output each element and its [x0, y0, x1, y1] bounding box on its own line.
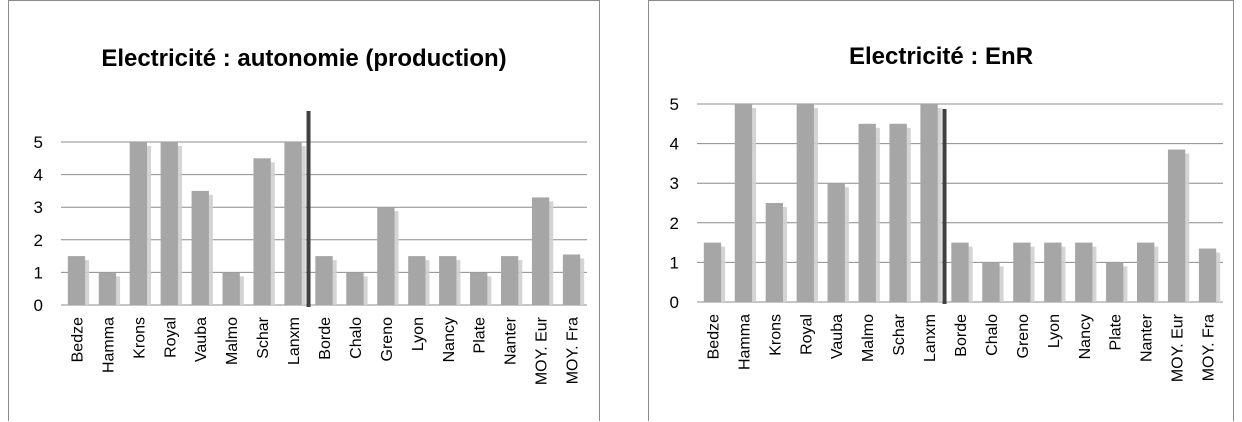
bar	[1167, 149, 1186, 302]
x-tick-label: Schar	[255, 316, 272, 358]
x-tick-label: Lyon	[410, 317, 427, 351]
y-tick-label: 2	[34, 231, 43, 250]
bar	[531, 197, 550, 305]
x-tick-label: Bedze	[69, 317, 86, 362]
bar	[315, 256, 333, 305]
x-tick-label: Plate	[1108, 314, 1125, 351]
bar	[796, 104, 814, 302]
x-tick-label: Krons	[767, 314, 784, 356]
x-tick-label: Chalo	[984, 314, 1001, 356]
bar	[858, 123, 876, 302]
y-tick-label: 4	[670, 135, 679, 154]
x-tick-label: Vauba	[193, 317, 210, 362]
x-tick-label: MOY. Eur	[534, 316, 551, 385]
x-tick-label: Greno	[1015, 314, 1032, 359]
bar	[734, 104, 753, 302]
bar	[500, 256, 519, 305]
bar	[920, 104, 938, 302]
bar	[253, 158, 271, 305]
bar	[889, 123, 907, 302]
y-tick-label: 5	[34, 133, 43, 152]
y-tick-label: 4	[34, 166, 43, 185]
bar	[827, 183, 845, 302]
bar	[562, 254, 581, 305]
chart-panel-enr: Electricité : EnR 0 1 2 3 4 5 Bedze Hamma Krons R…	[648, 0, 1234, 421]
bar	[951, 242, 969, 302]
x-tick-label: MOY. Eur	[1170, 313, 1187, 382]
bar	[1198, 248, 1217, 302]
x-tick-label: Royal	[162, 317, 179, 358]
x-tick-label: Hamma	[100, 317, 117, 373]
chart-plot: 0 1 2 3 4 5 Bedze Hamma Krons Royal Vauba Malmo Scha…	[670, 95, 1223, 382]
bar	[982, 262, 1000, 302]
chart-title: Electricité : EnR	[848, 43, 1034, 70]
chart-panel-autonomie: Electricité : autonomie (production) 0 1 2…	[8, 0, 600, 421]
x-tick-label: Lyon	[1046, 314, 1063, 348]
y-tick-label: 5	[670, 95, 679, 114]
bar	[377, 207, 395, 305]
x-tick-label: Lanxm	[286, 317, 303, 365]
x-tick-label: Chalo	[348, 317, 365, 359]
bar	[408, 256, 426, 305]
chart-title: Electricité : autonomie (production)	[101, 45, 507, 72]
bar	[703, 242, 722, 302]
x-tick-label: Hamma	[736, 314, 753, 370]
bar	[160, 142, 178, 305]
y-tick-label: 3	[34, 198, 43, 217]
x-tick-label: MOY. Fra	[1201, 314, 1218, 381]
y-tick-label: 2	[670, 214, 679, 233]
y-tick-label: 1	[34, 263, 43, 282]
bar	[765, 203, 784, 302]
x-tick-label: Nancy	[441, 317, 458, 362]
bar	[67, 256, 86, 305]
bar	[98, 272, 117, 305]
x-tick-label: Malmo	[224, 317, 241, 365]
x-tick-label: Krons	[131, 317, 148, 359]
y-tick-label: 0	[34, 296, 43, 315]
x-tick-label: MOY. Fra	[565, 317, 582, 384]
bar	[470, 272, 488, 305]
x-tick-label: Greno	[379, 317, 396, 362]
x-tick-label: Nanter	[503, 316, 520, 365]
x-tick-label: Bedze	[705, 314, 722, 359]
x-tick-label: Plate	[472, 317, 489, 354]
x-tick-label: Nanter	[1139, 313, 1156, 362]
x-tick-label: Borde	[317, 317, 334, 360]
bar	[1106, 262, 1124, 302]
y-tick-label: 0	[670, 293, 679, 312]
bar	[191, 190, 209, 305]
bar	[222, 272, 240, 305]
bar	[346, 272, 364, 305]
bar	[1075, 242, 1093, 302]
bar	[1136, 242, 1155, 302]
bar	[284, 142, 302, 305]
y-tick-label: 3	[670, 174, 679, 193]
bar	[1044, 242, 1062, 302]
x-tick-label: Schar	[891, 313, 908, 355]
bar	[1013, 242, 1031, 302]
x-tick-label: Malmo	[860, 314, 877, 362]
x-tick-label: Vauba	[829, 314, 846, 359]
x-tick-label: Royal	[798, 314, 815, 355]
bar	[129, 142, 148, 305]
chart-plot: 0 1 2 3 4 5 Bedze Hamma Krons Royal Vauba Malmo Scha…	[34, 111, 587, 385]
x-tick-label: Nancy	[1077, 314, 1094, 359]
bar	[439, 256, 457, 305]
x-tick-label: Lanxm	[922, 314, 939, 362]
x-tick-label: Borde	[953, 314, 970, 357]
y-tick-label: 1	[670, 253, 679, 272]
